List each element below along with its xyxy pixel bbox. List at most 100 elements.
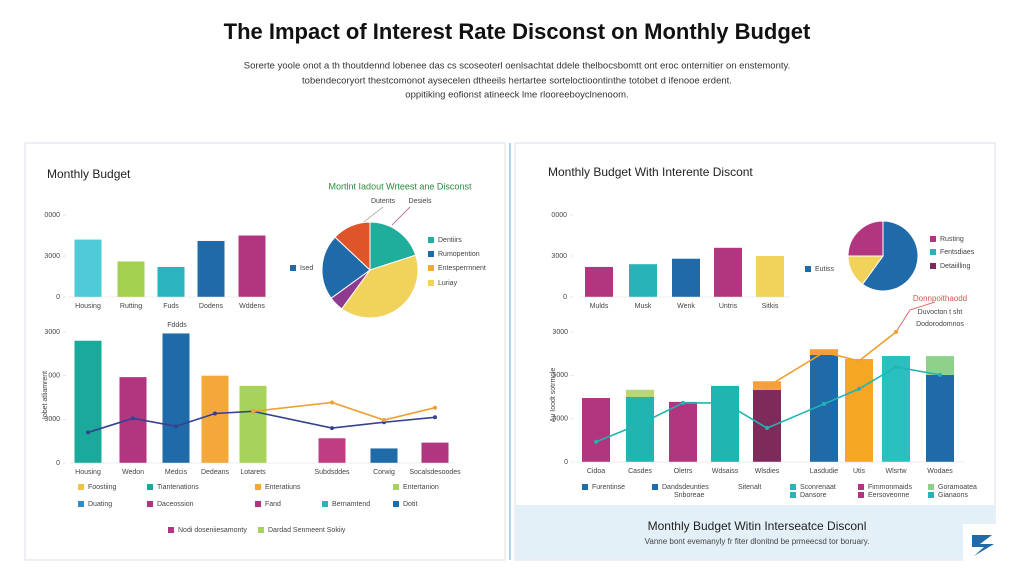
legend-label: Fimmonmaids <box>868 484 912 491</box>
pie-slice <box>369 221 417 271</box>
legend-label: Goramoatea <box>938 484 977 491</box>
legend-label: Detaiilling <box>940 263 970 270</box>
legend-swatch <box>393 501 399 507</box>
legend-swatch <box>928 492 934 498</box>
bar <box>197 240 225 297</box>
legend-swatch <box>168 527 174 533</box>
bar <box>845 359 873 462</box>
y-tick-label: 0 <box>56 294 60 301</box>
left-panel <box>24 142 506 561</box>
point <box>938 372 942 377</box>
legend-label: Tiantenations <box>157 484 199 491</box>
bar <box>926 374 954 462</box>
point <box>594 439 598 444</box>
annotation: Donnpoithaodd <box>913 294 967 303</box>
legend-label: Rumopention <box>438 251 480 258</box>
x-tick-label: Wenk <box>677 303 695 310</box>
x-tick-label: Lasdudie <box>810 468 839 475</box>
point <box>638 422 642 427</box>
chart-title: Monthly Budget With Interente Discont <box>548 165 753 179</box>
x-tick-label: Dodens <box>199 303 224 310</box>
y-tick-label: 0 <box>564 459 568 466</box>
y-axis-label: Au Ioodt sotrmcle <box>550 368 557 423</box>
annotation: Desiels <box>409 198 432 205</box>
footer-title: Monthly Budget Witin Interseatce Disconl <box>648 519 867 533</box>
point <box>330 400 334 405</box>
x-tick-label: Sitkis <box>762 303 779 310</box>
x-tick-label: Dedeans <box>201 469 230 476</box>
legend-label: Duating <box>88 501 112 508</box>
bar <box>753 389 781 462</box>
y-tick-label: 0000 <box>44 212 60 219</box>
legend-swatch <box>428 280 434 286</box>
pie-slice <box>861 220 919 292</box>
point <box>382 418 386 423</box>
point <box>822 401 826 406</box>
bar <box>711 385 739 462</box>
bar <box>421 442 449 463</box>
logo <box>972 535 994 556</box>
bar <box>672 258 700 297</box>
bar <box>238 235 266 297</box>
bar <box>585 266 613 297</box>
bar <box>157 266 185 297</box>
y-tick-label: 3000 <box>44 329 60 336</box>
x-tick-label: Fuds <box>163 303 179 310</box>
legend-swatch <box>790 492 796 498</box>
point <box>433 405 437 410</box>
legend-label: Dentiirs <box>438 237 462 244</box>
point <box>131 416 135 421</box>
legend-label: Foostiing <box>88 484 117 491</box>
legend-swatch <box>147 501 153 507</box>
x-tick-label: Mulds <box>590 303 609 310</box>
point <box>765 384 769 389</box>
point <box>251 409 255 414</box>
legend-label: Dardad Senmeent Sokiiy <box>268 527 346 534</box>
pie-slice <box>321 236 371 299</box>
legend-label: Fand <box>265 501 281 508</box>
line <box>252 401 436 421</box>
y-tick-label: 0000 <box>551 212 567 219</box>
y-tick-label: 000 <box>48 373 60 380</box>
annotation: Dutents <box>371 198 396 205</box>
bar <box>74 239 102 297</box>
x-tick-label: Wdsaiss <box>712 468 739 475</box>
point <box>857 358 861 363</box>
legend-label: Sitenalt <box>738 484 761 491</box>
x-tick-label: Cidoa <box>587 468 605 475</box>
legend-label: Fentsdiaes <box>940 249 975 256</box>
legend-swatch <box>255 484 261 490</box>
legend-label: Nodi doseniiesamonty <box>178 527 247 534</box>
legend-label: Ised <box>300 265 313 272</box>
footer-band <box>516 505 994 559</box>
subtitle: Sorerte yoole onot a th thoutdennd loben… <box>244 61 790 72</box>
bar <box>162 333 190 463</box>
x-tick-label: Socalsdesoodes <box>409 469 461 476</box>
annotation: Fddds <box>167 322 187 329</box>
line <box>87 410 436 434</box>
subtitle: oppitiking eofionst atineeck lme rlooree… <box>405 90 628 101</box>
y-axis-label: Iobet atliamrent <box>42 371 49 419</box>
x-tick-label: Lotarets <box>240 469 266 476</box>
subtitle: tobendecoryort thestcomonot aysecelen dt… <box>302 76 732 87</box>
legend-swatch <box>428 265 434 271</box>
legend-label: Entertanion <box>403 484 439 491</box>
x-tick-label: Casdes <box>628 468 652 475</box>
callout <box>391 206 411 226</box>
legend-label: Bernamtend <box>332 501 370 508</box>
x-tick-label: Wddens <box>239 303 265 310</box>
callout <box>895 301 936 333</box>
bar <box>201 375 229 463</box>
bar <box>74 340 102 463</box>
legend-label: Entesperrnnent <box>438 265 486 272</box>
pie-slice <box>847 220 884 257</box>
x-tick-label: Medcis <box>165 469 188 476</box>
bar <box>756 256 784 297</box>
point <box>822 350 826 355</box>
legend-label: Dansore <box>800 492 827 499</box>
bar <box>714 247 742 297</box>
legend-swatch <box>805 266 811 272</box>
chart-title: Mortlnt Iadout Wrteest ane Disconst <box>329 181 472 191</box>
y-tick-label: 3000 <box>552 416 568 423</box>
y-tick-label: 3000 <box>44 416 60 423</box>
